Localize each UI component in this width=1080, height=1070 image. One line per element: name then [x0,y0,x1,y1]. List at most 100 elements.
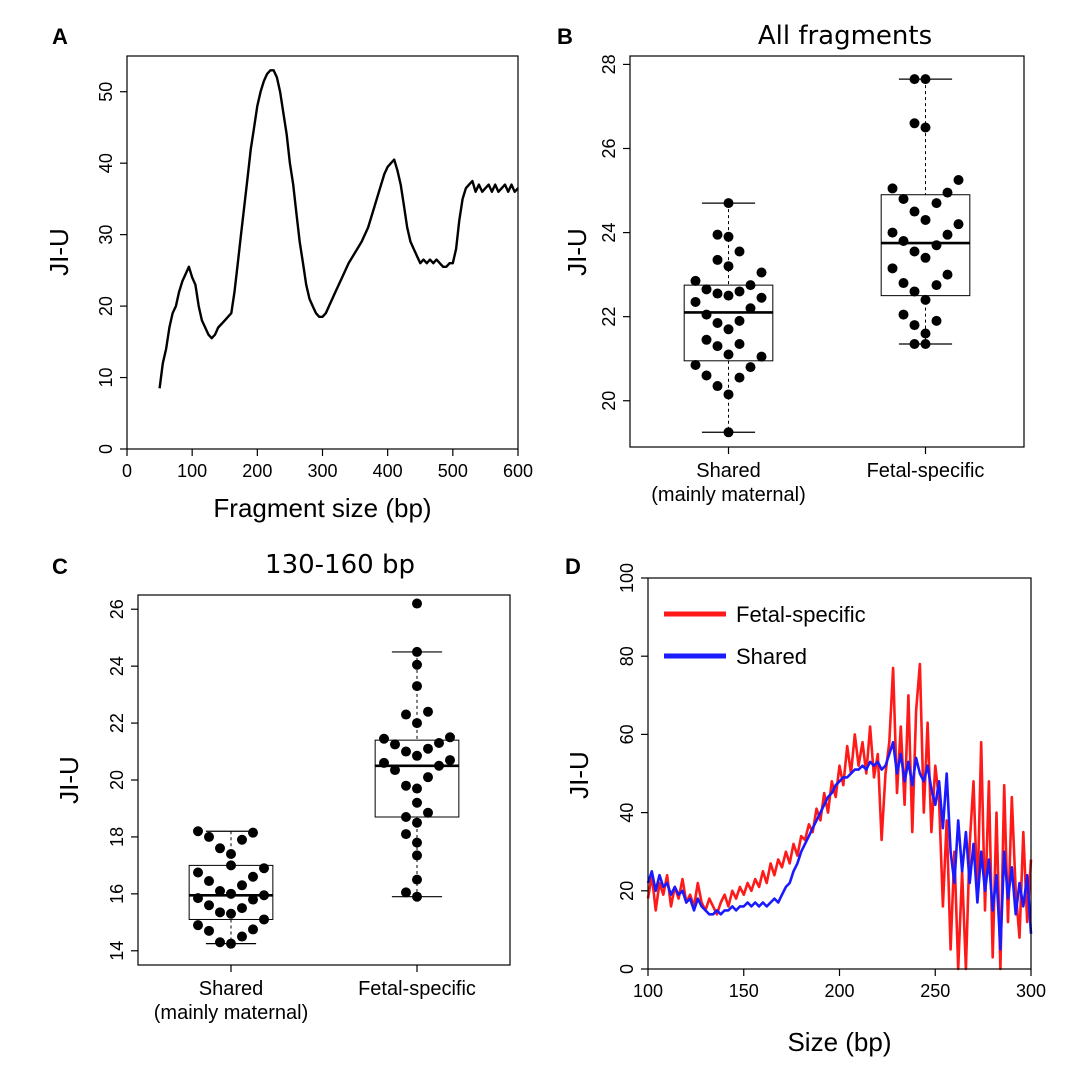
panel-c-data-point [412,681,422,692]
panel-c-data-point [215,886,225,896]
panel-c-data-point [445,732,455,743]
panel-a-series-line-ji-u [158,69,519,389]
panel-d-x-tick-label: 300 [1016,981,1046,1001]
panel-b-data-point [920,252,931,263]
panel-d-legend-label: Fetal-specific [736,602,866,627]
panel-b-data-point [723,324,734,335]
panel-b-data-point [723,389,734,400]
panel-a-x-tick-label: 500 [438,461,468,481]
panel-b-data-point [942,229,953,240]
panel-a-y-tick-label: 50 [96,82,116,102]
panel-b-data-point [942,187,953,198]
panel-c-data-point [401,812,411,822]
panel-b-data-point [887,183,898,194]
panel-c-data-point [401,887,411,898]
panel-c-data-point [423,706,433,717]
panel-b-data-point [909,74,920,85]
panel-b-data-point [701,334,712,345]
panel-b-data-point [898,193,909,204]
panel-c-data-point [401,829,411,840]
panel-c-data-point [412,783,422,794]
panel-a-x-tick-label: 0 [122,461,132,481]
panel-c-y-tick-label: 14 [107,941,127,961]
panel-c-y-tick-label: 18 [107,827,127,847]
panel-c-data-point [412,874,422,885]
panel-d-x-tick-label: 250 [920,981,950,1001]
panel-b-data-point [745,280,756,291]
panel-b-data-point [909,338,920,349]
panel-c-data-point [193,867,203,878]
panel-c-data-point [412,750,422,761]
panel-b-data-point [734,315,745,326]
panel-c-plot-frame [137,594,511,966]
panel-a-plot-frame [126,55,519,450]
panel-b-y-tick-label: 22 [599,307,619,327]
panel-b-data-point [931,315,942,326]
panel-c-data-point [226,908,236,919]
panel-c-box-fetal-specific [374,739,460,818]
panel-d-x-tick-label: 150 [729,981,759,1001]
panel-a-y-tick-label: 10 [96,368,116,388]
panel-d-series-line-shared [646,740,1033,951]
panel-a-y-tick-label: 30 [96,225,116,245]
panel-c-data-point [248,827,258,838]
panel-b-data-point [756,267,767,278]
panel-c-data-point [423,743,433,754]
panel-d-y-tick-label: 20 [617,881,637,901]
panel-c-data-point [445,755,455,766]
panel-d-legend-label: Shared [736,644,807,669]
panel-b-data-point [723,261,734,272]
panel-b-y-tick-label: 28 [599,54,619,74]
panel-c-data-point [412,837,422,848]
panel-c-data-point [412,646,422,657]
panel-b-data-point [690,296,701,307]
panel-c-data-point [379,733,389,744]
panel-b-data-point [909,320,920,331]
panel-c-data-point [390,739,400,750]
panel-d-line-chart: 0 20 40 60 80 100 JI-U 100 150 200 250 300 Size (bp)… [564,563,1046,1057]
panel-c-data-point [237,903,247,914]
panel-d-y-tick-label: 40 [617,803,637,823]
panel-c-category-label: Fetal-specific [358,978,476,1000]
panel-c-data-point [237,834,247,845]
panel-b-data-point [701,284,712,295]
panel-b-data-point [909,118,920,129]
panel-c-data-point [226,860,236,871]
panel-c-y-tick-label: 26 [107,599,127,619]
panel-b-data-point [931,198,942,209]
panel-c-data-point [259,890,269,901]
panel-c-data-point [215,907,225,918]
panel-b-data-point [723,231,734,242]
panel-b-data-point [887,227,898,238]
panel-b-data-point [898,235,909,246]
panel-d-y-axis-label: JI-U [564,751,594,799]
panel-b-data-point [712,317,723,328]
panel-b-data-point [712,381,723,392]
panel-b-plot-frame [629,55,1025,448]
panel-b-box-fetal-specific [880,194,971,297]
panel-letter-c: C [52,554,68,579]
panel-letter-a: A [52,24,68,49]
panel-b-data-point [756,292,767,303]
panel-b-data-point [734,372,745,383]
panel-a-x-tick-label: 100 [177,461,207,481]
panel-b-data-point [898,278,909,289]
panel-c-data-point [204,900,214,911]
panel-c-data-point [204,925,214,936]
panel-b-data-point [920,74,931,85]
panel-c-category-label: (mainly maternal) [154,1002,308,1024]
panel-c-data-point [204,831,214,842]
panel-c-data-point [259,863,269,874]
panel-c-y-tick-label: 22 [107,713,127,733]
panel-a-line-chart: 0 10 20 30 40 50 JI-U 0 100 200 300 400 500 600 Fragme… [44,55,533,523]
panel-c-y-tick-label: 20 [107,770,127,790]
panel-c-data-point [401,780,411,791]
panel-c-data-point [226,849,236,859]
panel-b-data-point [723,427,734,438]
panel-a-x-tick-label: 200 [242,461,272,481]
panel-c-data-point [412,850,422,861]
panel-c-data-point [237,931,247,942]
panel-c-data-point [412,598,422,609]
panel-a-y-tick-label: 20 [96,296,116,316]
panel-b-y-tick-label: 20 [599,391,619,411]
